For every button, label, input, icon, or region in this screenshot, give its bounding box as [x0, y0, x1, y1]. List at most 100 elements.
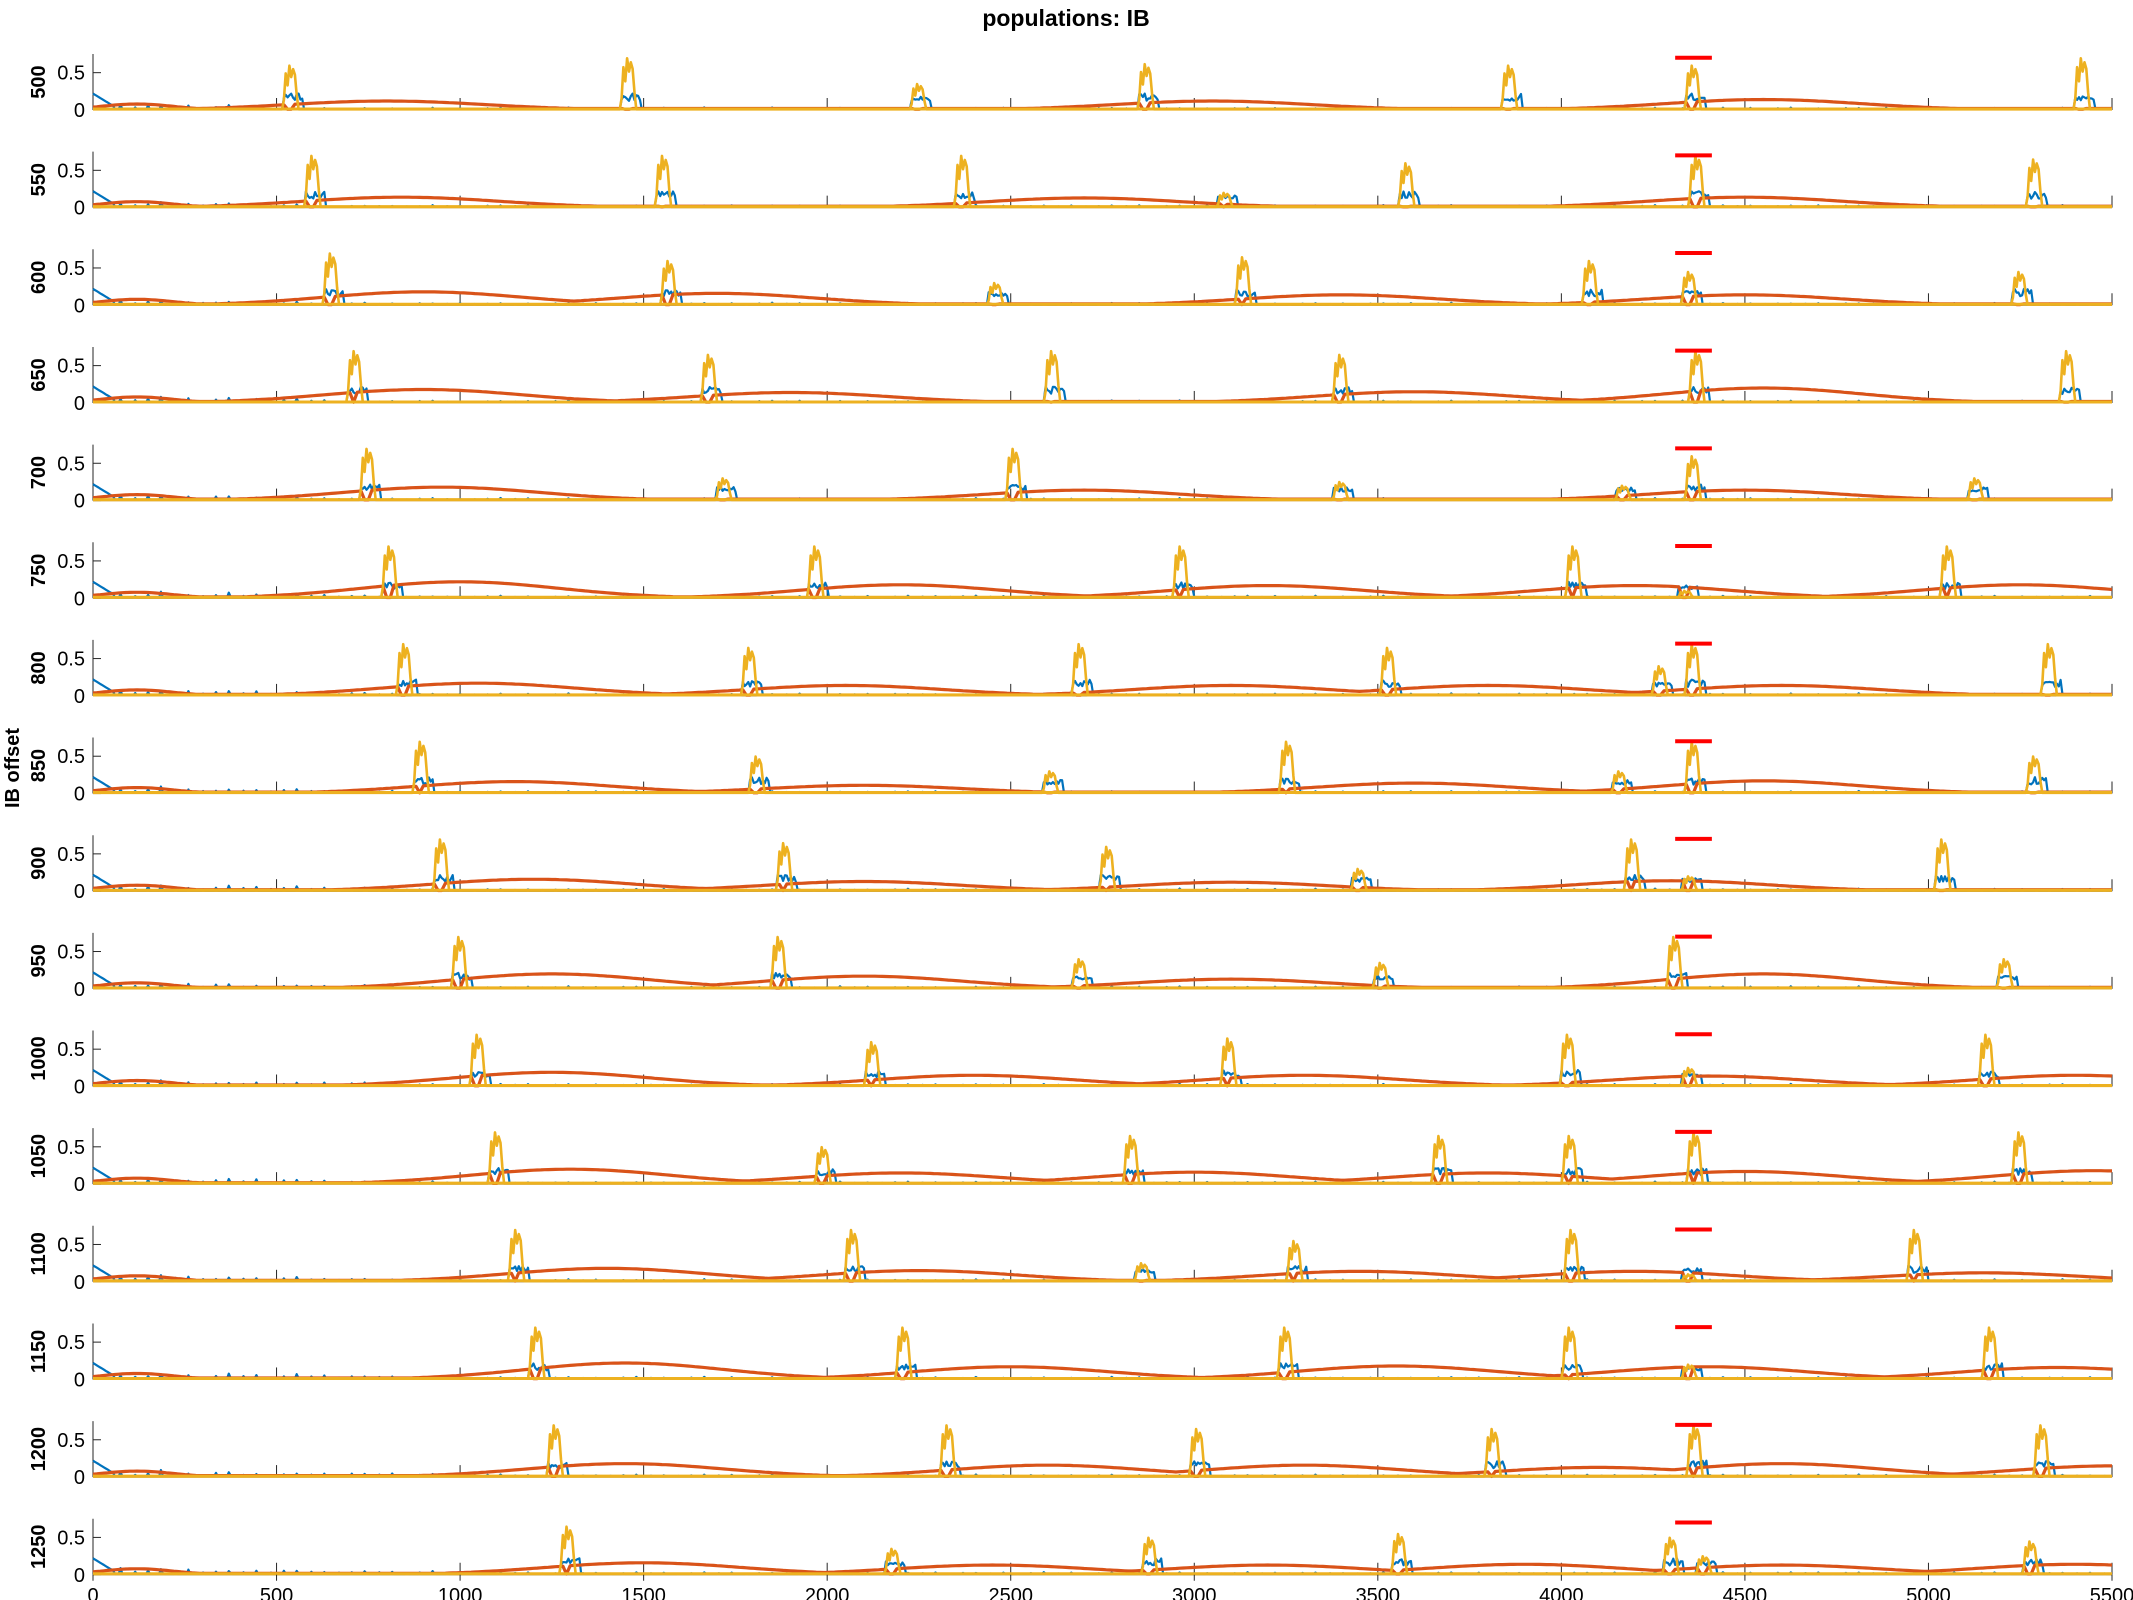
y-tick-label: 0.5 — [57, 63, 85, 85]
row-label: 900 — [28, 847, 50, 880]
y-tick-label: 0 — [74, 1467, 85, 1489]
y-tick-label: 0.5 — [57, 160, 85, 182]
row-label: 1050 — [28, 1134, 50, 1179]
y-tick-label: 0 — [74, 1077, 85, 1099]
row-label: 650 — [28, 358, 50, 391]
panel: 0 0.5 850 — [28, 737, 2113, 806]
series-orange-line — [92, 972, 2112, 990]
series-yellow-line — [93, 838, 2112, 892]
panel: 0 0.5 1000 — [28, 1030, 2113, 1099]
series-yellow-line — [93, 349, 2112, 404]
panel: 0 0.5 550 — [28, 151, 2113, 220]
panel: 0 0.5 750 — [28, 542, 2113, 610]
y-tick-label: 0 — [74, 1565, 85, 1587]
y-tick-label: 0 — [74, 393, 85, 415]
y-tick-label: 0.5 — [57, 258, 85, 280]
x-tick-label: 5000 — [1906, 1585, 1951, 1600]
y-tick-label: 0.5 — [57, 551, 85, 573]
y-tick-label: 0 — [74, 295, 85, 317]
y-tick-label: 0 — [74, 784, 85, 806]
series-yellow-line — [93, 1033, 2112, 1088]
row-label: 1100 — [28, 1232, 50, 1275]
panel: 0 0.5 1200 — [28, 1421, 2113, 1489]
y-tick-label: 0.5 — [57, 942, 85, 964]
y-tick-label: 0.5 — [57, 1332, 85, 1354]
y-tick-label: 0.5 — [57, 1039, 85, 1061]
y-tick-label: 0 — [74, 588, 85, 610]
row-label: 850 — [28, 749, 50, 782]
series-orange-line — [92, 1361, 2113, 1381]
x-tick-label: 4000 — [1539, 1585, 1584, 1600]
y-tick-label: 0.5 — [57, 1137, 85, 1159]
row-label: 1200 — [28, 1427, 50, 1472]
y-tick-label: 0 — [74, 1369, 85, 1391]
row-label: 550 — [28, 163, 50, 196]
series-orange-line — [92, 195, 2112, 209]
row-label: 1150 — [28, 1330, 50, 1373]
y-tick-label: 0.5 — [57, 1234, 85, 1256]
y-tick-label: 0 — [74, 979, 85, 1001]
series-orange-line — [92, 877, 2112, 893]
x-tick-label: 5500 — [2090, 1585, 2133, 1600]
y-tick-label: 0 — [74, 881, 85, 903]
y-tick-label: 0 — [74, 1272, 85, 1294]
series-yellow-line — [93, 642, 2112, 697]
row-label: 800 — [28, 651, 50, 684]
y-axis-label: IB offset — [2, 728, 24, 808]
row-label: 700 — [28, 456, 50, 489]
series-orange-line — [92, 386, 2112, 404]
series-yellow-line — [93, 1228, 2112, 1283]
panel: 0 0.5 800 — [28, 639, 2113, 708]
y-tick-label: 0.5 — [57, 649, 85, 671]
series-orange-line — [92, 97, 2112, 111]
x-tick-label: 4500 — [1723, 1585, 1768, 1600]
series-yellow-line — [93, 1424, 2112, 1478]
y-tick-label: 0.5 — [57, 1527, 85, 1549]
panel: 0 0.5 1250 — [28, 1518, 2113, 1587]
y-tick-label: 0 — [74, 1174, 85, 1196]
panel: 0 0.5 500 — [28, 54, 2113, 122]
y-tick-label: 0.5 — [57, 1430, 85, 1452]
panel: 0 0.5 650 — [28, 346, 2113, 415]
series-orange-line — [92, 580, 2113, 600]
row-label: 1000 — [28, 1036, 50, 1081]
panel: 0 0.5 900 — [28, 835, 2113, 903]
series-orange-line — [92, 1167, 2112, 1185]
panel: 0 0.5 950 — [28, 932, 2113, 1001]
series-orange-line — [92, 290, 2112, 307]
panel: 0 0.5 600 — [28, 249, 2113, 317]
y-tick-label: 0.5 — [57, 844, 85, 866]
panel: 0 0.5 1150 — [28, 1323, 2113, 1391]
x-tick-label: 3000 — [1172, 1585, 1217, 1600]
series-orange-line — [92, 779, 2112, 795]
row-label: 600 — [28, 261, 50, 294]
row-label: 1250 — [28, 1525, 50, 1570]
x-axis: 0 500 1000 1500 2000 2500 3000 3500 4000 4500 5000… — [87, 1574, 2133, 1600]
series-orange-line — [92, 1462, 2112, 1478]
y-tick-label: 0 — [74, 686, 85, 708]
x-tick-label: 0 — [87, 1585, 98, 1600]
panel: 0 0.5 1050 — [28, 1128, 2113, 1196]
row-label: 500 — [28, 65, 50, 98]
x-tick-label: 500 — [260, 1585, 293, 1600]
x-tick-label: 3500 — [1356, 1585, 1401, 1600]
series-orange-line — [92, 1070, 2113, 1088]
row-label: 950 — [28, 944, 50, 977]
series-blue-line — [92, 776, 2112, 794]
y-tick-label: 0 — [74, 198, 85, 220]
series-yellow-line — [93, 545, 2112, 599]
chart-title: populations: IB — [982, 5, 1149, 31]
series-yellow-line — [93, 935, 2112, 990]
x-tick-label: 2000 — [805, 1585, 850, 1600]
y-tick-label: 0 — [74, 100, 85, 122]
series-orange-line — [92, 485, 2112, 502]
series-orange-line — [92, 1266, 2113, 1283]
y-tick-label: 0.5 — [57, 746, 85, 768]
panels: 0 0.5 500 0 0.5 550 0 0.5 600 0 0.5 650 0 0.5 700 0 0.5 7… — [28, 54, 2113, 1587]
x-tick-label: 1500 — [621, 1585, 666, 1600]
row-label: 750 — [28, 554, 50, 587]
y-tick-label: 0.5 — [57, 356, 85, 378]
panel: 0 0.5 700 — [28, 444, 2113, 513]
y-tick-label: 0 — [74, 491, 85, 513]
